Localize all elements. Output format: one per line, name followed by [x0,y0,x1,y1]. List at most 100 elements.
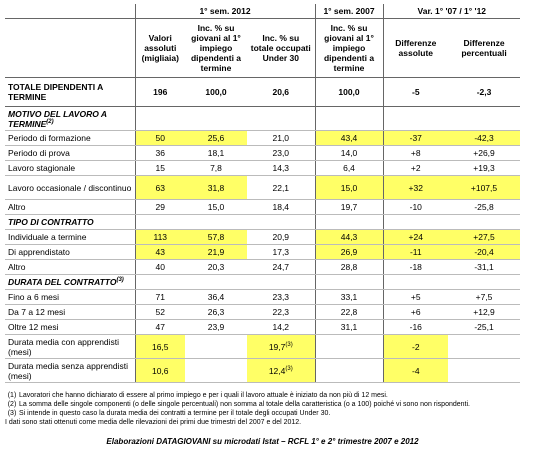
row-label: Individuale a termine [5,229,135,245]
cell: 113 [134,229,185,245]
cell-value: 26,3 [207,307,225,317]
source: Elaborazioni DATAGIOVANI su microdati Is… [106,437,419,446]
group-header: 1° sem. 2007 [314,4,384,19]
cell: -42,3 [448,130,521,146]
row-label: Altro [5,199,135,215]
cell: 100,0 [185,77,247,107]
cell: 31,8 [185,175,247,200]
cell: 196 [134,77,185,107]
report: 1° sem. 2012 1° sem. 2007 Var. 1° '07 / 1°… [5,4,521,446]
cell: -18 [382,259,449,275]
row-label: TOTALE DIPENDENTI A TERMINE [5,77,135,107]
cell: 44,3 [314,229,384,245]
cell-value: 12,4 [268,365,286,376]
cell [185,274,247,290]
cell [382,274,449,290]
cell: 23,0 [247,145,316,161]
cell-value: -31,1 [474,262,494,272]
data-row: Da 7 a 12 mesi 52 26,3 22,3 22,8 +6 +12,9 [5,304,521,320]
cell-value: +26,9 [473,148,495,158]
row-label: Oltre 12 mesi [5,319,135,335]
data-row: Oltre 12 mesi 47 23,9 14,2 31,1 -16 -25,1 [5,319,521,335]
data-row: Altro 40 20,3 24,7 28,8 -18 -31,1 [5,259,521,275]
note-ref: (3) [285,365,293,372]
cell: 50 [134,130,185,146]
table-body: 1° sem. 2012 1° sem. 2007 Var. 1° '07 / 1°… [5,4,521,383]
cell [185,106,247,131]
cell-value: 18,1 [207,148,225,158]
data-row: Altro 29 15,0 18,4 19,7 -10 -25,8 [5,199,521,215]
row-label: Altro [5,259,135,275]
cell-value: 6,4 [343,163,355,173]
cell [314,274,384,290]
corner [5,4,135,19]
cell: 18,1 [185,145,247,161]
cell-value: +107,5 [470,182,498,193]
cell: +2 [382,160,449,176]
data-row: Individuale a termine 113 57,8 20,9 44,3 +24 +… [5,229,521,245]
group-header-row: 1° sem. 2012 1° sem. 2007 Var. 1° '07 / 1°… [5,4,521,19]
cell-value: 22,8 [340,307,358,317]
cell: -16 [382,319,449,335]
cell: -2 [382,334,449,359]
cell [314,214,384,230]
cell-value: 19,7 [340,202,358,212]
cell-value: 63 [155,182,165,193]
cell: -2,3 [448,77,521,107]
note-ref: (3) [116,277,124,284]
section-title: MOTIVO DEL LAVORO A TERMINE(2) [5,106,135,131]
cell [448,358,521,383]
cell: 14,0 [314,145,384,161]
cell: +5 [382,289,449,305]
cell-value: 19,7 [268,341,286,352]
footnote: (2) La somma delle singole componenti (o … [5,400,520,409]
cell: 47 [134,319,185,335]
section-row: DURATA DEL CONTRATTO(3) [5,274,521,290]
cell-value: 22,1 [272,182,290,193]
cell: 26,9 [314,244,384,260]
cell-value: 36,4 [207,292,225,302]
cell [448,214,521,230]
cell: 33,1 [314,289,384,305]
cell: 40 [134,259,185,275]
cell-value: -5 [411,87,420,97]
section-title-text: MOTIVO DEL LAVORO A TERMINE [8,108,107,129]
section-row: MOTIVO DEL LAVORO A TERMINE(2) [5,106,521,131]
row-label: Fino a 6 mesi [5,289,135,305]
cell-value: +5 [410,292,421,302]
cell-value: 44,3 [340,232,358,242]
column-header: Valori assoluti (migliaia) [134,18,185,78]
cell: 12,4(3) [247,358,316,383]
cell-value: 21,9 [207,247,225,257]
cell: 6,4 [314,160,384,176]
cell: 19,7(3) [247,334,316,359]
cell: 36,4 [185,289,247,305]
cell-value: -10 [409,202,422,212]
row-label: Durata media senza apprendisti (mesi) [5,358,135,383]
cell: +12,9 [448,304,521,320]
cell-value: 25,6 [207,133,225,143]
section-title-text: DURATA DEL CONTRATTO [8,277,117,287]
cell-value: 15 [155,163,165,173]
cell-value: 23,0 [272,148,290,158]
cell-value: 31,8 [207,182,225,193]
cell-value: +7,5 [475,292,493,302]
data-row: Lavoro stagionale 15 7,8 14,3 6,4 +2 +19,3 [5,160,521,176]
cell: -25,1 [448,319,521,335]
cell-value: 113 [153,232,168,242]
cell: +8 [382,145,449,161]
cell: +26,9 [448,145,521,161]
cell-value: 16,5 [151,341,169,352]
cell [185,358,247,383]
cell: 29 [134,199,185,215]
cell: +32 [382,175,449,200]
cell: 21,9 [185,244,247,260]
cell: +24 [382,229,449,245]
cell-value: 23,9 [207,322,225,332]
cell-value: 7,8 [210,163,222,173]
row-label: Periodo di prova [5,145,135,161]
cell-value: 43,4 [340,133,358,143]
cell [185,334,247,359]
cell: 63 [134,175,185,200]
row-label: Lavoro stagionale [5,160,135,176]
